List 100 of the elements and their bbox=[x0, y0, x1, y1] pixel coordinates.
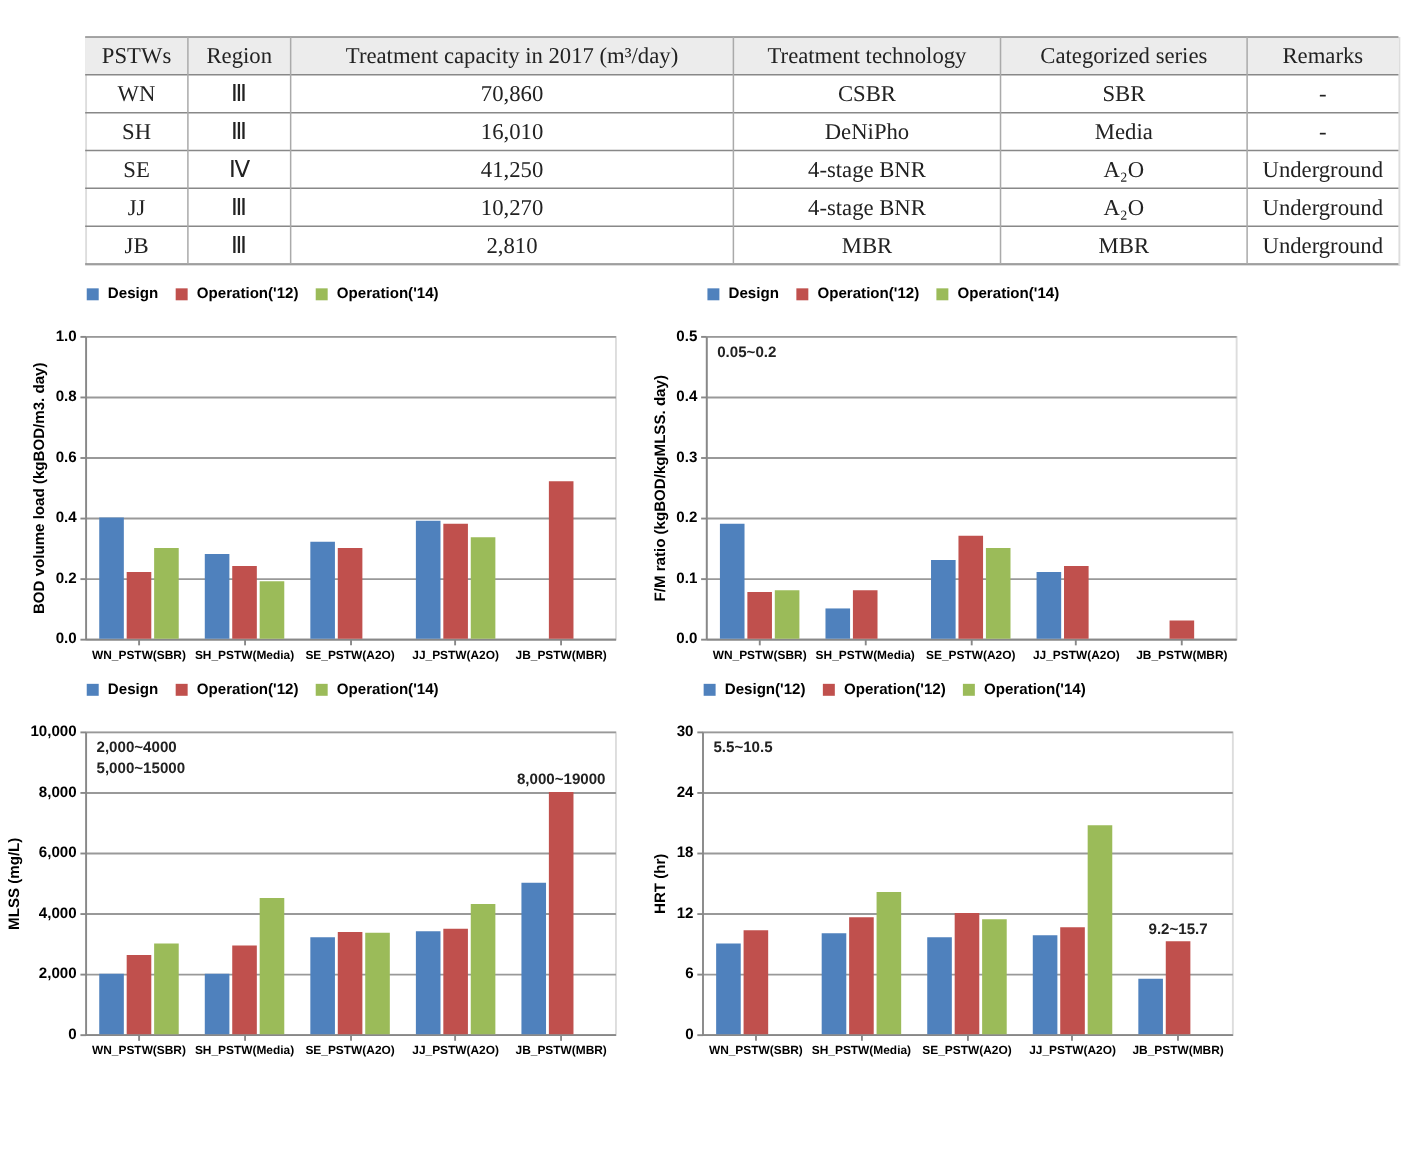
legend-label: Operation('14) bbox=[984, 679, 1087, 698]
y-tick-label: 8,000 bbox=[38, 782, 77, 801]
text: JB bbox=[124, 234, 149, 259]
y-tick-label: 0.5 bbox=[676, 326, 698, 345]
bar bbox=[716, 943, 741, 1035]
category-label: Treatment technology bbox=[767, 45, 968, 70]
annotation: 9.2~15.7 bbox=[1148, 919, 1208, 938]
bar bbox=[204, 973, 230, 1035]
bar bbox=[548, 792, 574, 1035]
y-tick-label: 12 bbox=[676, 903, 694, 922]
text: A₂O bbox=[1103, 159, 1145, 183]
bar bbox=[1064, 566, 1089, 639]
text: SBR bbox=[1102, 83, 1146, 108]
y-tick-label: 0.2 bbox=[55, 568, 77, 587]
bar bbox=[232, 566, 257, 639]
bar bbox=[1087, 825, 1113, 1035]
category-label: Treatment capacity in 2017 (m³/day) bbox=[345, 45, 679, 70]
text: MBR bbox=[1098, 234, 1150, 259]
text: WN bbox=[117, 83, 156, 108]
bar bbox=[365, 932, 390, 1035]
bar bbox=[310, 937, 335, 1035]
y-axis-title: MLSS (mg/L) bbox=[4, 836, 23, 930]
bar bbox=[99, 973, 124, 1035]
bar bbox=[1138, 978, 1163, 1035]
bar bbox=[99, 517, 124, 639]
legend-label: Operation('12) bbox=[196, 679, 300, 698]
bar bbox=[310, 541, 335, 639]
y-axis-title: F/M ratio (kgBOD/kgMLSS. day) bbox=[650, 374, 669, 602]
bar bbox=[931, 560, 956, 639]
bar bbox=[852, 590, 878, 639]
text: Underground bbox=[1262, 159, 1384, 183]
legend-label: Design bbox=[728, 284, 780, 303]
bar bbox=[1165, 941, 1191, 1035]
text: 70,860 bbox=[480, 83, 544, 108]
y-tick-label: 0.1 bbox=[676, 568, 698, 587]
y-tick-label: 0.0 bbox=[676, 629, 698, 648]
bar bbox=[876, 891, 902, 1035]
bar bbox=[337, 547, 363, 639]
text: MBR bbox=[841, 234, 893, 259]
bar bbox=[821, 933, 847, 1035]
y-tick-label: 6 bbox=[685, 964, 694, 983]
y-axis-title: BOD volume load (kgBOD/m3. day) bbox=[30, 361, 49, 615]
text: 4-stage BNR bbox=[808, 196, 926, 221]
bar bbox=[443, 523, 468, 639]
y-tick-label: 0.2 bbox=[676, 508, 698, 527]
text: CSBR bbox=[837, 83, 896, 108]
bar bbox=[958, 535, 984, 639]
bar bbox=[232, 945, 257, 1035]
annotation: 5,000~15000 bbox=[96, 759, 186, 778]
bar bbox=[415, 520, 441, 639]
text: SE bbox=[123, 159, 150, 183]
y-tick-label: 2,000 bbox=[38, 964, 77, 983]
y-tick-label: 0 bbox=[68, 1024, 77, 1043]
bar bbox=[774, 590, 800, 639]
bar bbox=[743, 930, 769, 1035]
bar bbox=[1032, 935, 1058, 1035]
text: A₂O bbox=[1103, 196, 1145, 221]
bar bbox=[1036, 572, 1062, 639]
annotation: 8,000~19000 bbox=[516, 770, 606, 789]
category-label: PSTWs bbox=[101, 45, 172, 70]
y-tick-label: 0.6 bbox=[55, 447, 77, 466]
bar bbox=[470, 537, 496, 639]
y-tick-label: 0.4 bbox=[55, 508, 79, 527]
bar bbox=[1169, 620, 1195, 639]
y-tick-label: 0.0 bbox=[55, 629, 77, 648]
y-tick-label: 1.0 bbox=[55, 326, 77, 345]
legend-label: Design('12) bbox=[724, 679, 807, 698]
text: 10,270 bbox=[480, 196, 544, 221]
bar bbox=[747, 592, 772, 639]
legend-label: Operation('14) bbox=[957, 284, 1061, 303]
text: 16,010 bbox=[480, 121, 544, 146]
text: 41,250 bbox=[480, 159, 544, 183]
bar bbox=[548, 481, 574, 639]
text: Media bbox=[1094, 121, 1153, 146]
bar bbox=[719, 523, 745, 639]
y-tick-label: 0.8 bbox=[55, 387, 77, 406]
y-tick-label: 24 bbox=[676, 782, 696, 801]
text: Ⅲ bbox=[231, 83, 248, 108]
legend-label: Operation('14) bbox=[336, 284, 440, 303]
bar bbox=[1060, 927, 1085, 1035]
legend-label: Operation('12) bbox=[196, 284, 300, 303]
text: SH bbox=[122, 121, 152, 146]
y-tick-label: 0 bbox=[685, 1024, 694, 1043]
y-tick-label: 6,000 bbox=[38, 843, 77, 862]
annotation: 5.5~10.5 bbox=[713, 738, 773, 757]
text: Ⅲ bbox=[231, 196, 248, 221]
bar bbox=[204, 553, 230, 639]
bar bbox=[415, 931, 441, 1035]
text: JJ bbox=[127, 196, 146, 221]
bar bbox=[982, 919, 1007, 1035]
text: Ⅳ bbox=[229, 159, 250, 183]
bar bbox=[126, 572, 152, 639]
y-tick-label: 4,000 bbox=[38, 903, 77, 922]
text: Ⅲ bbox=[231, 121, 248, 146]
legend-label: Operation('12) bbox=[843, 679, 947, 698]
bar bbox=[470, 904, 496, 1035]
text: - bbox=[1318, 121, 1327, 146]
legend-label: Design bbox=[107, 284, 159, 303]
text: 4-stage BNR bbox=[808, 159, 926, 183]
y-tick-label: 0.4 bbox=[676, 387, 699, 406]
